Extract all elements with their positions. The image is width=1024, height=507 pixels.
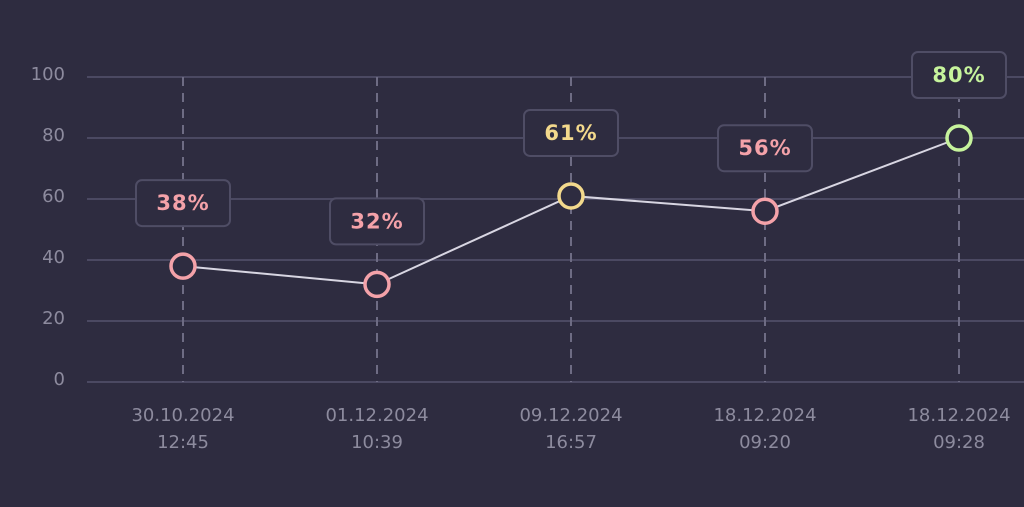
x-tick-label: 12:45	[157, 432, 209, 453]
x-tick-label: 30.10.2024	[131, 405, 234, 426]
value-label: 80%	[932, 63, 985, 87]
x-tick-label: 18.12.2024	[713, 405, 816, 426]
y-tick-label: 20	[42, 308, 65, 329]
x-tick-label: 01.12.2024	[325, 405, 428, 426]
y-tick-label: 80	[42, 125, 65, 146]
data-point	[363, 270, 391, 299]
x-tick-label: 18.12.2024	[907, 405, 1010, 426]
x-tick-label: 09:20	[739, 432, 791, 453]
value-label-box	[329, 197, 425, 246]
y-tick-label: 40	[42, 247, 65, 268]
data-point	[751, 197, 779, 225]
data-point	[557, 182, 585, 210]
x-tick-label: 10:39	[351, 432, 403, 453]
value-label-box	[523, 108, 619, 157]
value-label-box	[717, 124, 813, 173]
x-tick-label: 09.12.2024	[519, 405, 622, 426]
y-tick-label: 0	[54, 369, 65, 390]
value-label: 56%	[738, 136, 791, 160]
y-tick-label: 60	[42, 186, 65, 207]
value-label-box	[135, 179, 231, 228]
value-label: 32%	[350, 209, 403, 233]
value-label: 61%	[544, 121, 597, 145]
x-tick-label: 16:57	[545, 432, 597, 453]
x-tick-label: 09:28	[933, 432, 985, 453]
data-point	[945, 124, 973, 152]
y-tick-label: 100	[31, 64, 65, 85]
value-label-box	[911, 51, 1007, 99]
value-label: 38%	[156, 191, 209, 215]
data-point	[169, 252, 197, 280]
